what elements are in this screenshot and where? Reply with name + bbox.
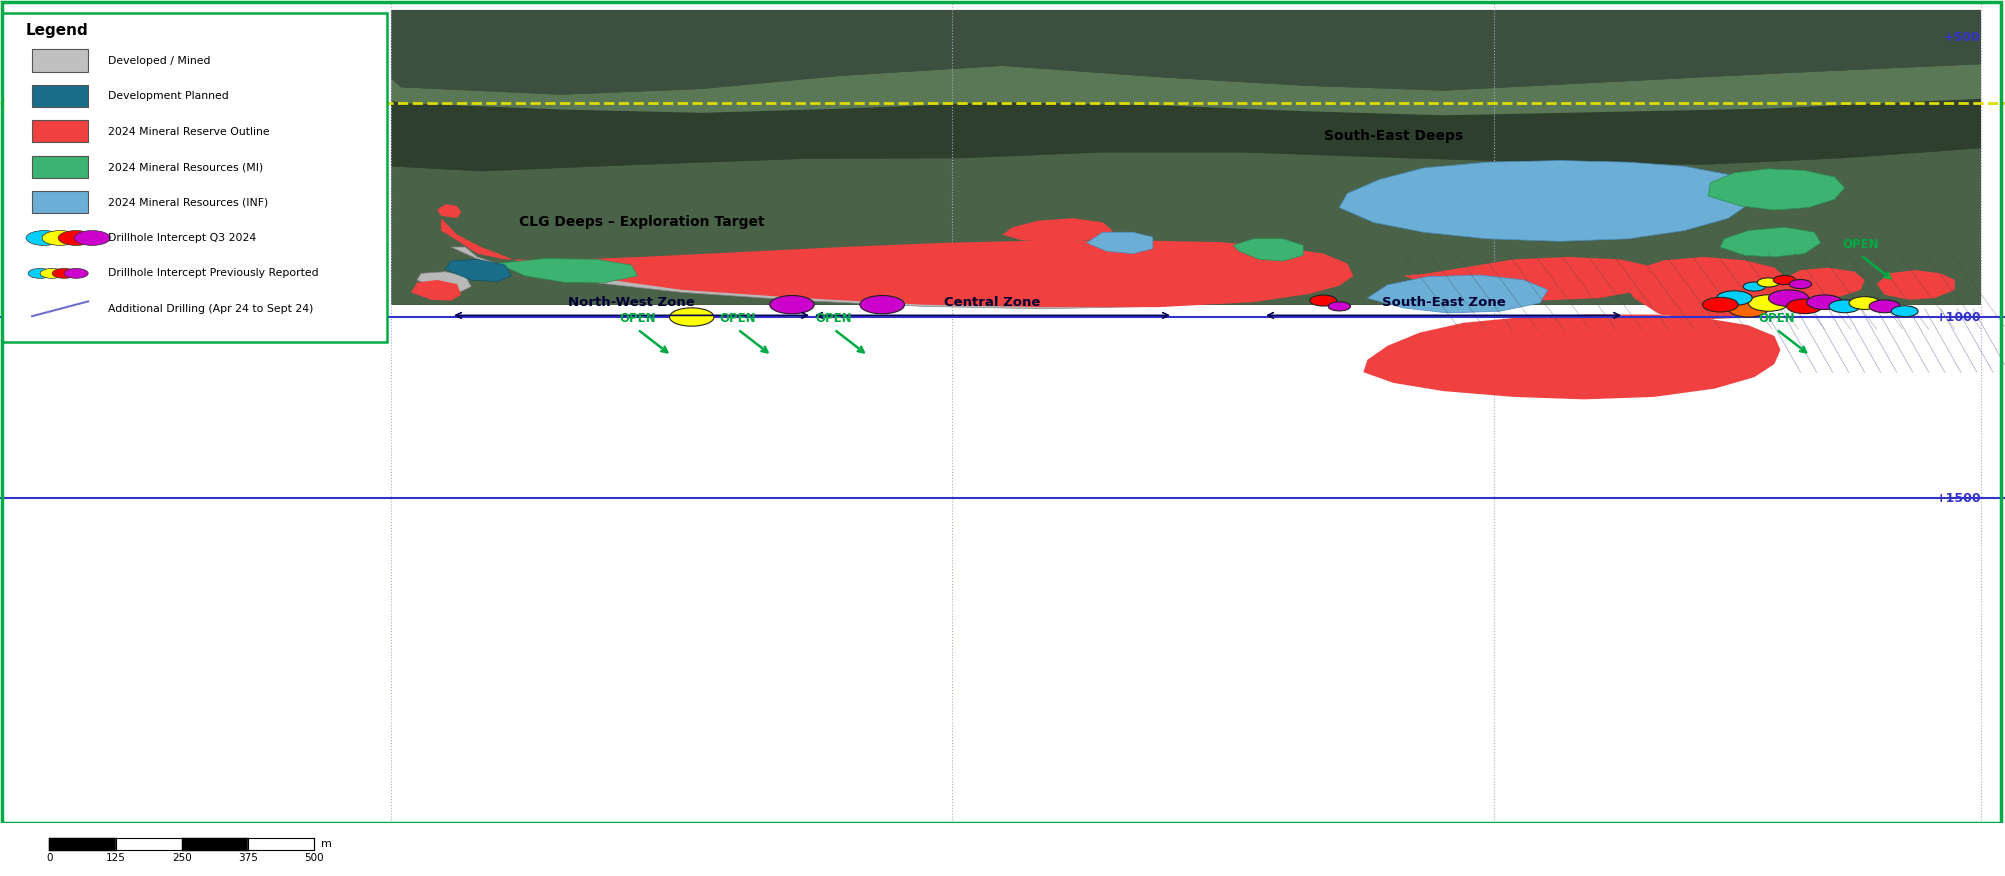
Circle shape <box>1786 299 1823 314</box>
Text: +1000: +1000 <box>1935 310 1981 323</box>
Text: 0: 0 <box>46 853 52 864</box>
Text: 500: 500 <box>305 853 325 864</box>
Text: OPEN: OPEN <box>620 312 656 325</box>
Text: +500: +500 <box>1945 31 1981 44</box>
Circle shape <box>1716 291 1752 306</box>
Polygon shape <box>437 204 461 218</box>
Polygon shape <box>1708 169 1845 210</box>
Polygon shape <box>1002 218 1113 242</box>
FancyBboxPatch shape <box>32 85 88 107</box>
Circle shape <box>28 268 52 279</box>
Polygon shape <box>1877 270 1955 300</box>
Circle shape <box>1807 295 1843 309</box>
Polygon shape <box>391 64 1981 116</box>
Text: Development Planned: Development Planned <box>108 91 229 102</box>
Text: OPEN: OPEN <box>1758 312 1794 325</box>
Text: Central Zone: Central Zone <box>944 296 1041 309</box>
Polygon shape <box>441 218 1353 307</box>
FancyBboxPatch shape <box>32 191 88 213</box>
Circle shape <box>1829 300 1861 313</box>
Text: Developed / Mined: Developed / Mined <box>108 56 211 66</box>
Circle shape <box>74 230 110 245</box>
Circle shape <box>1728 300 1768 317</box>
Circle shape <box>670 307 714 326</box>
Circle shape <box>26 230 62 245</box>
Text: Drillhole Intercept Q3 2024: Drillhole Intercept Q3 2024 <box>108 233 257 243</box>
Polygon shape <box>1233 239 1303 261</box>
Circle shape <box>1748 295 1788 311</box>
FancyBboxPatch shape <box>2 13 387 342</box>
Circle shape <box>40 268 64 279</box>
Circle shape <box>1327 301 1351 311</box>
Polygon shape <box>1339 160 1748 241</box>
Text: +1000: +1000 <box>237 310 283 323</box>
Text: 125: 125 <box>106 853 126 864</box>
Circle shape <box>1742 282 1766 291</box>
Polygon shape <box>1363 314 1780 399</box>
Text: Legend: Legend <box>26 23 88 38</box>
Circle shape <box>1309 295 1337 306</box>
Polygon shape <box>1404 257 1664 300</box>
Polygon shape <box>1087 232 1153 254</box>
Circle shape <box>64 268 88 279</box>
Circle shape <box>58 230 94 245</box>
Text: 2024 Mineral Reserve Outline: 2024 Mineral Reserve Outline <box>108 127 271 137</box>
Polygon shape <box>1367 275 1548 313</box>
Circle shape <box>42 230 78 245</box>
Polygon shape <box>417 272 471 292</box>
Text: Additional Drilling (Apr 24 to Sept 24): Additional Drilling (Apr 24 to Sept 24) <box>108 304 313 314</box>
Circle shape <box>1756 278 1780 287</box>
Polygon shape <box>411 280 461 300</box>
Text: m: m <box>321 838 331 849</box>
Circle shape <box>1702 297 1738 312</box>
Text: 375: 375 <box>239 853 259 864</box>
Polygon shape <box>1720 227 1821 257</box>
FancyBboxPatch shape <box>32 120 88 143</box>
Circle shape <box>1891 306 1919 317</box>
Text: CLG Deeps – Exploration Target: CLG Deeps – Exploration Target <box>519 215 764 230</box>
FancyBboxPatch shape <box>32 49 88 72</box>
FancyBboxPatch shape <box>391 12 1981 305</box>
Circle shape <box>1869 300 1901 313</box>
Text: OPEN: OPEN <box>816 312 852 325</box>
Text: +1500: +1500 <box>1935 491 1981 505</box>
Polygon shape <box>1784 268 1865 298</box>
Polygon shape <box>1624 257 1788 320</box>
Polygon shape <box>391 10 1981 95</box>
Text: Drillhole Intercept Previously Reported: Drillhole Intercept Previously Reported <box>108 268 319 279</box>
Polygon shape <box>445 259 511 281</box>
Text: 2024 Mineral Resources (MI): 2024 Mineral Resources (MI) <box>108 162 263 173</box>
Text: North-West Zone: North-West Zone <box>567 296 696 309</box>
Polygon shape <box>391 148 1981 305</box>
Circle shape <box>770 295 814 314</box>
Text: South-East Zone: South-East Zone <box>1381 296 1506 309</box>
FancyBboxPatch shape <box>32 156 88 178</box>
Text: OPEN: OPEN <box>720 312 756 325</box>
Circle shape <box>860 295 904 314</box>
Text: 250: 250 <box>172 853 192 864</box>
Text: South-East Deeps: South-East Deeps <box>1323 129 1464 143</box>
Text: OPEN: OPEN <box>1843 238 1879 251</box>
Circle shape <box>1768 290 1809 307</box>
Polygon shape <box>497 258 638 282</box>
Polygon shape <box>281 268 345 291</box>
Circle shape <box>52 268 76 279</box>
Circle shape <box>1849 297 1881 309</box>
Circle shape <box>1772 275 1796 285</box>
Polygon shape <box>391 99 1981 172</box>
Text: 2024 Mineral Resources (INF): 2024 Mineral Resources (INF) <box>108 198 269 208</box>
Polygon shape <box>451 247 1313 309</box>
Circle shape <box>1788 279 1813 289</box>
